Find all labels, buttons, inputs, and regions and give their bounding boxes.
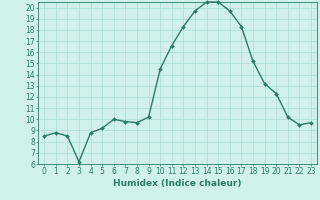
X-axis label: Humidex (Indice chaleur): Humidex (Indice chaleur) [113, 179, 242, 188]
